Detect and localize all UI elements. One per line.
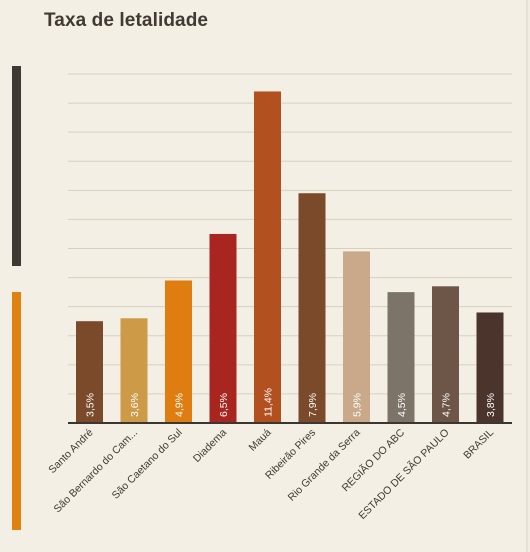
value-label-9: 3,8% [485, 393, 497, 417]
value-label-7: 4,5% [396, 393, 408, 417]
category-label-1: São Bernardo do Cam... [52, 427, 141, 516]
bar-9[interactable] [476, 312, 504, 423]
bar-2[interactable] [165, 280, 192, 423]
bar-6[interactable] [343, 251, 370, 423]
bar-3[interactable] [209, 233, 237, 423]
value-label-8: 4,7% [441, 393, 453, 417]
bar-4[interactable] [254, 91, 281, 423]
accent-bar-dark [12, 66, 21, 266]
bar-7[interactable] [387, 292, 415, 423]
category-label-9: BRASIL [461, 427, 496, 462]
value-label-6: 5,9% [352, 393, 364, 417]
value-label-3: 6,5% [218, 393, 230, 417]
value-label-0: 3,5% [85, 393, 97, 417]
bar-0[interactable] [76, 321, 103, 423]
category-label-4: Mauá [247, 427, 274, 454]
accent-bar-orange [12, 292, 21, 530]
value-label-4: 11,4% [263, 388, 275, 417]
value-label-1: 3,6% [129, 393, 141, 417]
value-label-2: 4,9% [174, 393, 186, 417]
bar-1[interactable] [120, 318, 148, 423]
category-label-3: Diadema [191, 427, 229, 465]
chart-title: Taxa de letalidade [44, 10, 209, 31]
category-label-8: ESTADO DE SÃO PAULO [356, 426, 452, 522]
bar-5[interactable] [298, 193, 326, 423]
bar-8[interactable] [432, 286, 459, 423]
value-label-5: 7,9% [307, 393, 319, 417]
